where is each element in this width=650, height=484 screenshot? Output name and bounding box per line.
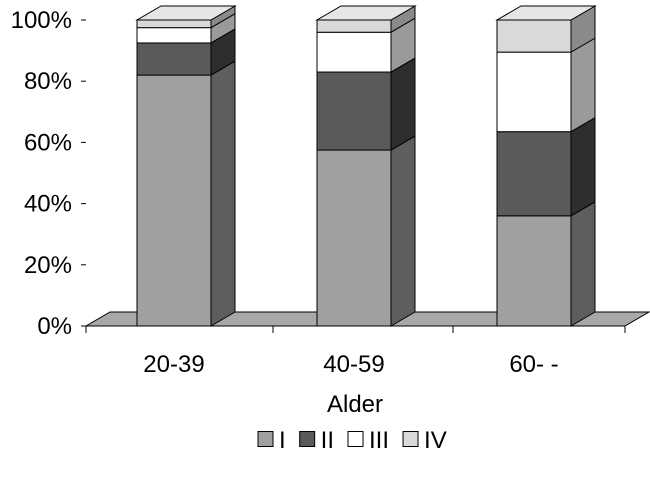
x-tick-label-20-39: 20-39 [143,351,204,378]
legend-item-iii: III [347,427,389,454]
bar-segment-20-39-ii [136,42,212,76]
bar-segment-60-iv-top [495,5,597,21]
legend-label: I [279,427,286,454]
legend-label: II [321,427,334,454]
y-tick-label: 20% [24,252,72,279]
legend-swatch [402,431,419,447]
bar-segment-60-iii [496,51,572,133]
legend-item-ii: II [299,427,334,454]
x-axis-label: Alder [327,391,383,418]
bar-segment-60-ii [496,131,572,217]
bar-segment-60-i [496,215,572,327]
legend-label: III [369,427,389,454]
bar-segment-60-iii-side [570,37,596,133]
legend-item-i: I [257,427,286,454]
x-tick-label-40-59: 40-59 [323,351,384,378]
legend-swatch [347,431,364,447]
x-tick-label-60: 60- - [509,351,558,378]
y-tick-label: 80% [24,68,72,95]
y-tick-label: 60% [24,129,72,156]
bar-segment-40-59-iv-top [315,5,417,21]
bar-stack-20-39 [135,5,237,327]
y-tick-label: 40% [24,191,72,218]
bar-stack-60 [495,5,597,327]
bar-stack-40-59 [315,5,417,327]
bar-segment-20-39-i [136,74,212,327]
y-tick-label: 100% [11,7,72,34]
bar-segment-40-59-iv [316,19,392,33]
bar-segment-20-39-i-side [210,60,236,327]
bar-segment-20-39-iii [136,27,212,44]
legend-swatch [257,431,274,447]
bar-segment-40-59-ii-side [390,57,416,151]
bar-segment-60-iv [496,19,572,53]
bar-segment-20-39-iv [136,19,212,29]
bar-segment-60-ii-side [570,116,596,217]
legend-swatch [299,431,316,447]
bar-segment-40-59-ii [316,71,392,151]
legend-label: IV [424,427,447,454]
bar-segment-20-39-iv-top [135,5,237,21]
bar-segment-40-59-i-side [390,135,416,327]
bar-segment-60-i-side [570,200,596,327]
y-tick-label: 0% [37,313,72,340]
legend-item-iv: IV [402,427,447,454]
bar-segment-40-59-iii [316,31,392,73]
bar-segment-40-59-i [316,149,392,327]
